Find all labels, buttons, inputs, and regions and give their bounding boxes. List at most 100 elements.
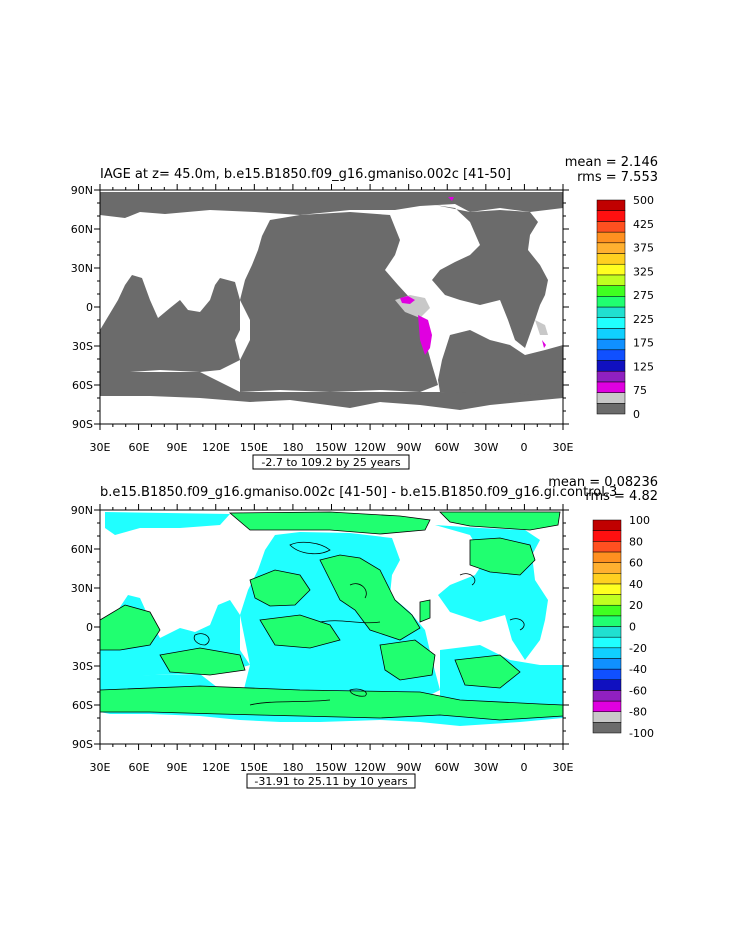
svg-text:150W: 150W [315,761,347,774]
colorbar-label: -100 [629,727,654,740]
colorbar-swatch [592,594,622,606]
colorbar-label: 20 [629,599,643,612]
svg-text:90N: 90N [71,184,93,197]
svg-text:60N: 60N [71,223,93,236]
bottom-axis-ticks [94,504,569,750]
svg-text:30S: 30S [72,340,93,353]
svg-text:150E: 150E [240,761,268,774]
svg-text:0: 0 [521,441,528,454]
colorbar-swatch [592,647,622,659]
colorbar-label: 425 [633,218,654,231]
colorbar-label: -20 [629,642,647,655]
colorbar-label: 0 [629,621,636,634]
top-map-title: IAGE at z= 45.0m, b.e15.B1850.f09_g16.gm… [100,167,511,182]
svg-text:30E: 30E [90,761,111,774]
colorbar-swatch [592,679,622,691]
svg-text:60S: 60S [72,379,93,392]
svg-text:90W: 90W [397,441,422,454]
colorbar-swatch [596,360,626,372]
svg-text:90E: 90E [167,761,188,774]
colorbar-swatch [592,690,622,702]
colorbar-swatch [596,231,626,244]
colorbar-label: 375 [633,242,654,255]
colorbar-label: 40 [629,578,643,591]
colorbar-swatch [592,615,622,627]
colorbar-label: 100 [629,514,650,527]
bottom-contours [193,541,525,706]
colorbar-swatch [596,317,626,329]
colorbar-label: 225 [633,313,654,326]
colorbar-label: 75 [633,384,647,397]
bottom-map-title: b.e15.B1850.f09_g16.gmaniso.002c [41-50]… [100,485,617,500]
svg-text:90W: 90W [397,761,422,774]
bottom-colorbar: -100 -80 -60 -40 -20 0 20 40 60 80 100 [592,514,654,740]
colorbar-swatch [592,604,622,617]
colorbar-label: -60 [629,684,647,697]
svg-text:30N: 30N [71,262,93,275]
colorbar-swatch [592,541,622,553]
colorbar-label: 325 [633,265,654,278]
svg-text:0: 0 [86,301,93,314]
svg-text:90N: 90N [71,504,93,517]
bottom-lon-axis: 30E 60E 90E 120E 150E 180 150W 120W 90W … [90,761,574,774]
colorbar-label: -80 [629,706,647,719]
svg-text:150W: 150W [315,441,347,454]
svg-text:120E: 120E [202,441,230,454]
svg-text:180: 180 [283,441,304,454]
bottom-green-field [99,511,564,721]
top-range-box: -2.7 to 109.2 by 25 years [252,454,410,470]
svg-text:60E: 60E [129,441,150,454]
svg-text:90E: 90E [167,441,188,454]
colorbar-swatch [596,328,626,340]
svg-text:150E: 150E [240,441,268,454]
bottom-map-area [99,509,564,745]
svg-text:60E: 60E [129,761,150,774]
colorbar-label: 80 [629,535,643,548]
top-stat-mean: mean = 2.146 [565,155,658,170]
colorbar-swatch [596,296,626,308]
colorbar-swatch [596,370,626,383]
colorbar-swatch [592,700,622,712]
top-anomaly-spots [395,197,548,355]
colorbar-swatch [592,573,622,585]
colorbar-swatch [596,338,626,351]
svg-text:0: 0 [521,761,528,774]
colorbar-swatch [592,626,622,638]
colorbar-swatch [592,562,622,574]
colorbar-swatch [596,199,626,211]
colorbar-swatch [596,285,626,297]
colorbar-label: 60 [629,557,643,570]
colorbar-swatch [592,711,622,723]
colorbar-swatch [596,403,626,415]
svg-text:30W: 30W [474,761,499,774]
svg-text:-2.7 to 109.2 by 25 years: -2.7 to 109.2 by 25 years [261,456,401,469]
svg-text:60S: 60S [72,699,93,712]
svg-text:60W: 60W [435,441,460,454]
colorbar-label: 500 [633,194,654,207]
colorbar-swatch [596,263,626,276]
colorbar-swatch [592,519,622,531]
colorbar-swatch [596,306,626,318]
top-colorbar: 0 75 125 175 225 275 325 375 425 500 [596,194,654,421]
svg-text:30E: 30E [553,761,574,774]
colorbar-label: 0 [633,408,640,421]
svg-text:30S: 30S [72,660,93,673]
svg-text:90S: 90S [72,738,93,751]
svg-text:120W: 120W [354,441,386,454]
svg-text:90S: 90S [72,418,93,431]
colorbar-label: 175 [633,337,654,350]
top-stat-rms: rms = 7.553 [577,170,658,185]
svg-text:60W: 60W [435,761,460,774]
colorbar-swatch [592,551,622,563]
map-panel-bottom: b.e15.B1850.f09_g16.gmaniso.002c [41-50]… [71,475,658,789]
colorbar-swatch [596,392,626,404]
svg-text:30N: 30N [71,582,93,595]
svg-text:30E: 30E [553,441,574,454]
colorbar-swatch [596,210,626,222]
colorbar-label: 125 [633,360,654,373]
top-map-area [99,189,564,425]
svg-text:120W: 120W [354,761,386,774]
colorbar-swatch [596,381,626,393]
colorbar-swatch [596,349,626,361]
colorbar-swatch [596,253,626,265]
